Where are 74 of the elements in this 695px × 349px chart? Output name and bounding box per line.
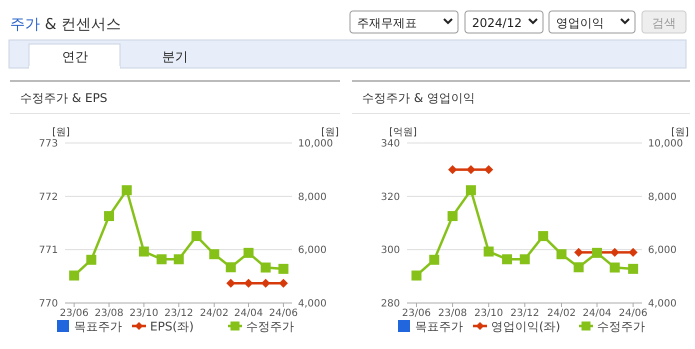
point (628, 264, 638, 274)
point (156, 254, 167, 264)
text: 주재무제표 (357, 16, 417, 30)
text: 검색 (652, 16, 676, 30)
point (429, 254, 440, 265)
y-tick-label: 280 (380, 298, 400, 310)
x-tick-label: 24/04 (582, 308, 612, 319)
x-tick-label: 24/04 (234, 308, 263, 319)
legend-label: 목표주가 (74, 320, 122, 334)
x-tick-label: 23/06 (402, 308, 431, 319)
y2-tick-label: 8,000 (298, 192, 327, 203)
point (122, 185, 132, 196)
y-tick-label: 772 (38, 192, 58, 203)
y2-tick-label: 10,000 (298, 138, 333, 150)
x-tick-label: 23/06 (60, 308, 89, 319)
legend-label: 수정주가 (597, 320, 645, 334)
point (411, 270, 422, 281)
point (138, 246, 149, 257)
legend-label: EPS(좌) (150, 320, 194, 334)
point (174, 254, 184, 264)
y2-tick-label: 10,000 (648, 138, 683, 150)
text: 연간 (62, 50, 88, 65)
point (209, 249, 220, 260)
point (278, 264, 288, 274)
x-tick-label: 23/12 (510, 308, 540, 319)
y-tick-label: 771 (38, 245, 58, 256)
y-tick-label: 773 (38, 138, 58, 150)
point (104, 211, 114, 222)
y2-tick-label: 6,000 (298, 245, 327, 256)
text: 2024/12 (472, 16, 522, 30)
point (466, 185, 476, 196)
x-tick-label: 23/10 (474, 308, 504, 319)
point (192, 231, 202, 242)
point (86, 254, 96, 265)
y2-tick-label: 4,000 (648, 298, 677, 310)
point (69, 270, 80, 281)
legend-label: 영업이익(좌) (491, 320, 560, 334)
y2-axis-title: [원] (321, 127, 339, 138)
legend-label: 수정주가 (246, 320, 294, 334)
y2-tick-label: 6,000 (648, 245, 677, 256)
x-tick-label: 23/10 (129, 308, 158, 319)
x-tick-label: 24/06 (618, 308, 648, 319)
y-tick-label: 320 (380, 192, 400, 203)
text: 영업이익 (556, 16, 604, 30)
text: 주가 & 컨센서스 (10, 15, 122, 33)
point (244, 248, 254, 258)
point (448, 211, 458, 222)
y2-axis-title: [원] (671, 127, 689, 138)
x-tick-label: 24/02 (547, 308, 576, 319)
text: 분기 (162, 50, 188, 65)
y-tick-label: 300 (380, 245, 400, 256)
x-tick-label: 24/06 (269, 308, 298, 319)
point (484, 246, 494, 257)
chart-title: 수정주가 & 영업이익 (362, 91, 475, 105)
point (502, 254, 512, 264)
y-tick-label: 770 (38, 298, 58, 310)
point (574, 262, 584, 272)
x-tick-label: 23/08 (438, 308, 467, 319)
point (556, 249, 566, 260)
y2-tick-label: 8,000 (648, 192, 677, 203)
legend-label: 목표주가 (415, 320, 463, 334)
point (260, 262, 271, 273)
point (610, 262, 620, 273)
y-axis-title: [원] (52, 127, 70, 138)
y-tick-label: 340 (380, 138, 400, 150)
point (520, 254, 530, 264)
x-tick-label: 23/12 (164, 308, 194, 319)
x-tick-label: 23/08 (94, 308, 124, 319)
chart-title: 수정주가 & EPS (20, 91, 108, 105)
point (226, 262, 236, 272)
y-axis-title: [억원] (389, 127, 417, 138)
point (538, 231, 548, 242)
x-tick-label: 24/02 (200, 308, 229, 319)
y2-tick-label: 4,000 (298, 298, 327, 310)
